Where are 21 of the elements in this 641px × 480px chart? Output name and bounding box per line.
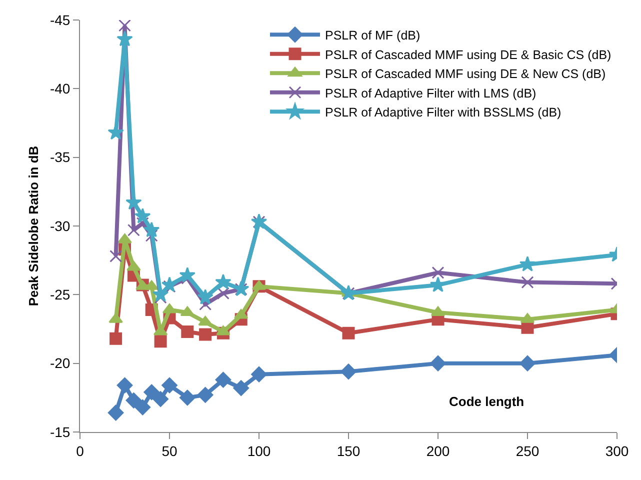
y-tick-label: -15 [50,424,70,440]
legend-label: PSLR of Cascaded MMF using DE & Basic CS (dB) [325,48,612,62]
legend-label: PSLR of Adaptive Filter with LMS (dB) [325,86,536,100]
x-tick-label: 150 [336,442,360,459]
y-tick-label: -30 [50,218,70,234]
y-tick-label: -40 [50,80,70,97]
x-axis-title: Code length [449,394,524,409]
x-tick-label: 300 [605,442,629,459]
y-tick-label: -25 [50,286,70,303]
legend-label: PSLR of MF (dB) [325,28,420,42]
y-axis-title: Peak Sidelobe Ratio in dB [26,146,41,306]
x-tick-label: 250 [516,442,540,459]
y-tick-label: -35 [50,149,70,166]
y-tick-label: -20 [50,355,70,372]
x-tick-label: 50 [162,442,178,459]
legend-label: PSLR of Adaptive Filter with BSSLMS (dB) [325,106,562,120]
x-tick-label: 0 [76,442,84,459]
x-tick-label: 200 [426,442,450,459]
legend-label: PSLR of Cascaded MMF using DE & New CS (dB) [325,67,606,81]
x-tick-label: 100 [247,442,271,459]
y-tick-label: -45 [50,12,70,28]
